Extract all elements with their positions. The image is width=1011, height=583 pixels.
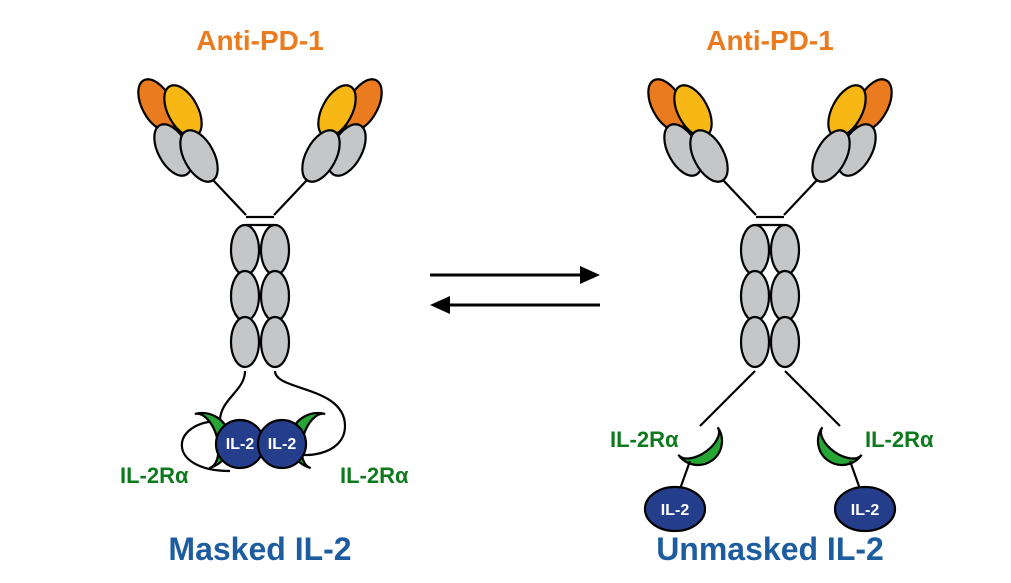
svg-text:IL-2: IL-2	[268, 436, 297, 453]
svg-text:IL-2Rα: IL-2Rα	[120, 463, 189, 488]
svg-text:IL-2Rα: IL-2Rα	[865, 427, 934, 452]
antibody-masked: IL-2 IL-2	[131, 73, 390, 471]
svg-text:IL-2: IL-2	[661, 502, 690, 519]
svg-text:IL-2Rα: IL-2Rα	[610, 427, 679, 452]
title-right: Anti-PD-1	[706, 25, 834, 56]
caption-right: Unmasked IL-2	[656, 531, 884, 567]
equilibrium-arrows	[430, 266, 600, 314]
svg-text:IL-2Rα: IL-2Rα	[340, 463, 409, 488]
antibody-unmasked: IL-2 IL-2	[641, 73, 900, 531]
caption-left: Masked IL-2	[168, 531, 351, 567]
title-left: Anti-PD-1	[196, 25, 324, 56]
svg-text:IL-2: IL-2	[226, 436, 255, 453]
svg-text:IL-2: IL-2	[851, 502, 880, 519]
